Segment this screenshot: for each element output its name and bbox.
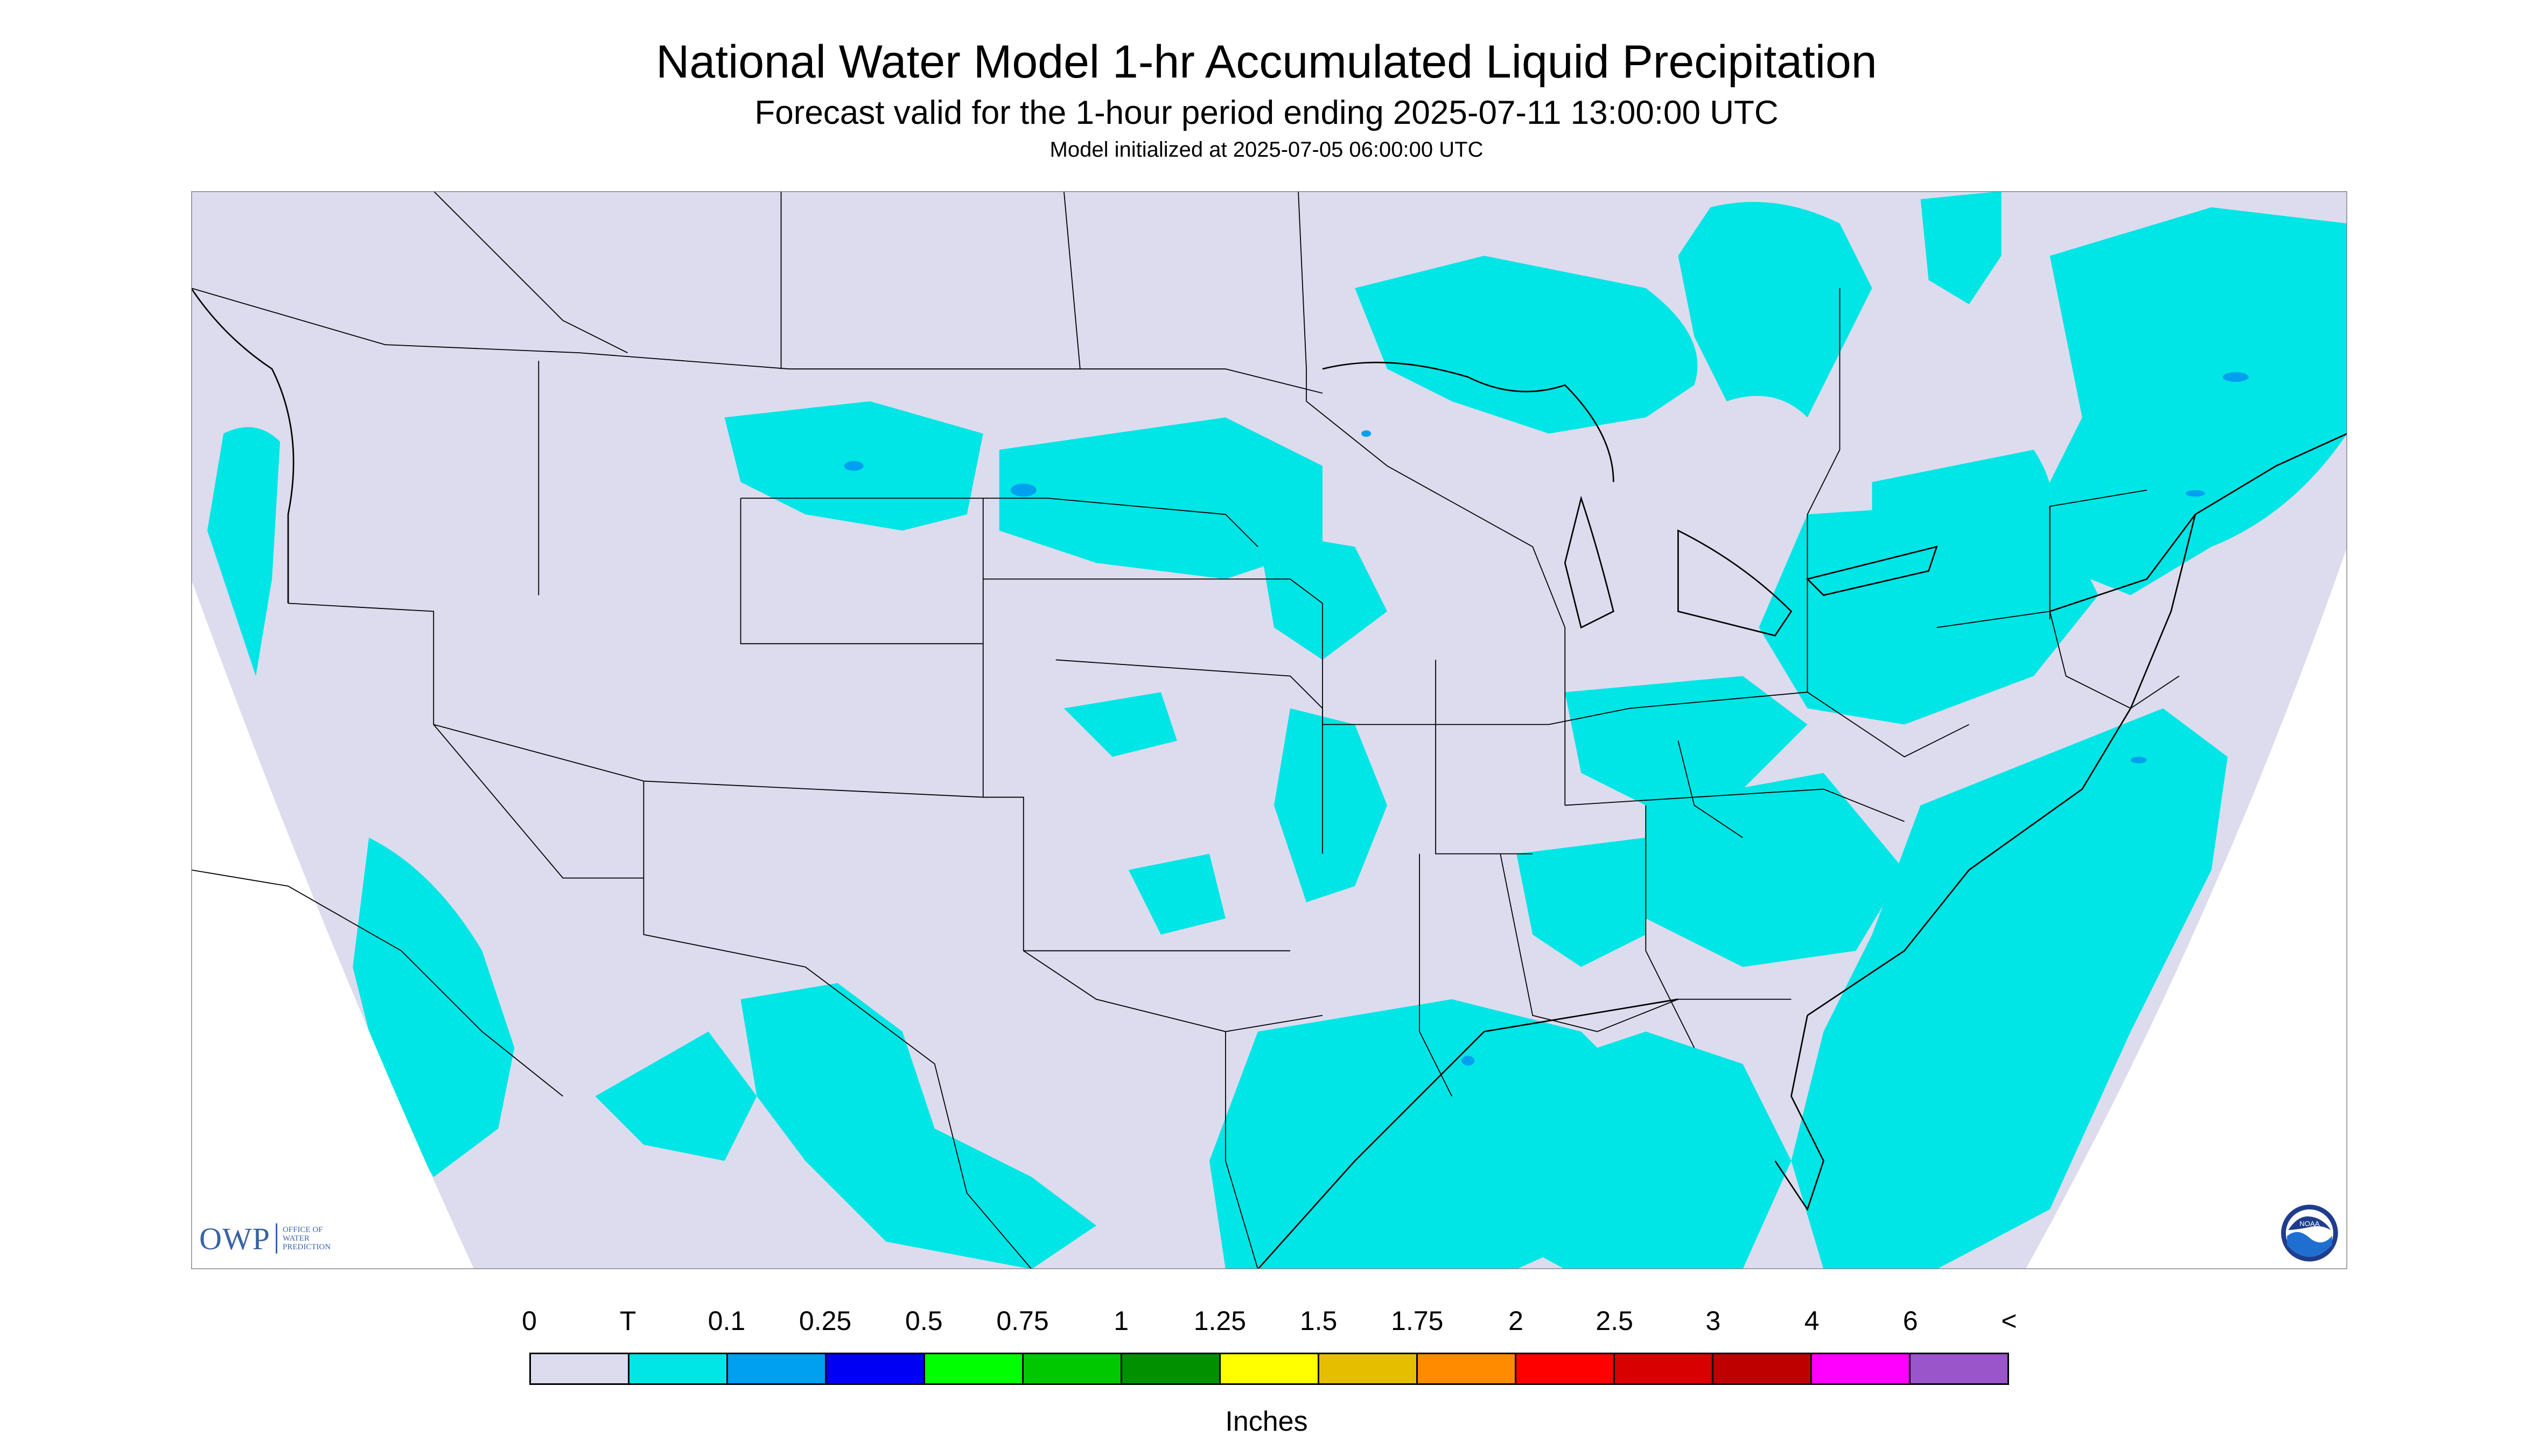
legend-swatch	[531, 1354, 629, 1383]
legend-tick-label: 1	[1114, 1306, 1129, 1336]
legend-swatch	[1911, 1354, 2007, 1383]
legend-tick-label: <	[2001, 1306, 2017, 1336]
legend-tick-label: 0.1	[708, 1306, 746, 1336]
legend-tick-label: 6	[1902, 1306, 1918, 1336]
legend-tick-label: 3	[1705, 1306, 1721, 1336]
owp-logo: OWP OFFICE OF WATER PREDICTION	[199, 1221, 331, 1256]
owp-logo-text: OFFICE OF WATER PREDICTION	[283, 1226, 331, 1251]
owp-logo-line: PREDICTION	[282, 1243, 331, 1251]
legend-swatch	[1418, 1354, 1516, 1383]
domain-edge-west	[191, 579, 474, 1269]
precip-spots	[844, 372, 2249, 1066]
map-subtitle: Forecast valid for the 1-hour period end…	[754, 94, 1779, 131]
boundaries	[191, 191, 2180, 1269]
legend-swatch	[1319, 1354, 1418, 1383]
legend-units: Inches	[1225, 1406, 1308, 1437]
legend-tick-label: 4	[1804, 1306, 1820, 1336]
legend-tick-label: 1.25	[1193, 1306, 1247, 1336]
noaa-logo-text: NOAA	[2299, 1220, 2320, 1228]
legend-swatch	[827, 1354, 925, 1383]
legend-swatch	[1024, 1354, 1122, 1383]
legend-tick-label: 1.75	[1391, 1306, 1444, 1336]
legend-tick-label: 0.25	[799, 1306, 852, 1336]
legend-swatch	[1122, 1354, 1221, 1383]
legend-tick-label: 2.5	[1596, 1306, 1633, 1336]
owp-logo-divider	[275, 1223, 277, 1254]
map-title: National Water Model 1-hr Accumulated Li…	[656, 36, 1877, 88]
legend-tick-label: 0.75	[996, 1306, 1049, 1336]
legend-tick-label: 0.5	[905, 1306, 943, 1336]
legend-labels: 0 T 0.1 0.25 0.5 0.75 1 1.25 1.5 1.75 2 2.5 3 4 6 <	[0, 1305, 2533, 1343]
legend-tick-label: 0	[522, 1306, 537, 1336]
legend-swatch	[629, 1354, 728, 1383]
coastlines	[191, 288, 2347, 1269]
legend-swatch	[1615, 1354, 1713, 1383]
domain-edge-east	[2025, 547, 2347, 1269]
owp-logo-mark: OWP	[199, 1221, 270, 1256]
legend-colorbar	[529, 1353, 2009, 1385]
noaa-logo-icon: NOAA	[2281, 1205, 2338, 1262]
legend-tick-label: 1.5	[1299, 1306, 1338, 1336]
precipitation-map	[191, 191, 2347, 1269]
legend-swatch	[1516, 1354, 1615, 1383]
owp-logo-line: OFFICE OF	[282, 1226, 323, 1234]
legend-swatch	[925, 1354, 1024, 1383]
legend-swatch	[1221, 1354, 1319, 1383]
legend-swatch	[728, 1354, 827, 1383]
legend-swatch	[1812, 1354, 1911, 1383]
legend-tick-label: 2	[1508, 1306, 1523, 1336]
model-init-text: Model initialized at 2025-07-05 06:00:00…	[1049, 138, 1484, 162]
legend-tick-label: T	[619, 1306, 636, 1336]
legend-swatch	[1713, 1354, 1812, 1383]
owp-logo-line: WATER	[282, 1234, 310, 1243]
